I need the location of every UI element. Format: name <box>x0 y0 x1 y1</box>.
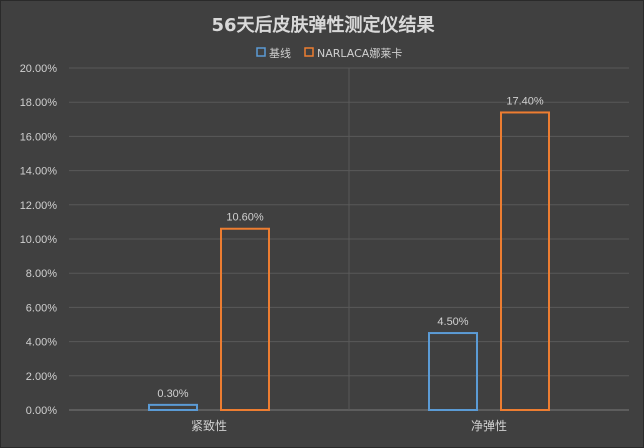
legend-swatch <box>256 47 266 57</box>
y-tick-label: 8.00% <box>26 268 57 280</box>
y-tick-label: 0.00% <box>26 405 57 417</box>
x-tick-label: 净弹性 <box>471 419 507 433</box>
bar <box>220 227 270 411</box>
y-tick-label: 12.00% <box>20 200 58 212</box>
bar <box>428 332 478 411</box>
y-tick-label: 18.00% <box>20 97 58 109</box>
data-label: 10.60% <box>226 212 264 224</box>
y-tick-label: 6.00% <box>26 302 57 314</box>
bar <box>148 403 198 411</box>
legend-label: 基线 <box>269 46 291 60</box>
y-tick-label: 16.00% <box>20 131 58 143</box>
x-tick-label: 紧致性 <box>191 419 227 433</box>
bars: 0.30% 10.60% 4.50% 17.40% <box>148 95 550 412</box>
y-tick-label: 2.00% <box>26 371 57 383</box>
bar <box>500 111 550 412</box>
legend-label: NARLACA娜莱卡 <box>317 46 402 60</box>
data-label: 4.50% <box>437 316 468 328</box>
y-tick-label: 10.00% <box>20 234 58 246</box>
legend: 基线 NARLACA娜莱卡 <box>256 46 402 60</box>
x-axis: 紧致性 净弹性 <box>191 419 507 433</box>
gridlines <box>69 67 629 411</box>
chart-title: 56天后皮肤弹性测定仪结果 <box>211 14 435 36</box>
y-tick-label: 20.00% <box>20 63 58 75</box>
y-tick-label: 14.00% <box>20 166 58 178</box>
data-label: 0.30% <box>157 388 188 400</box>
y-axis: 0.00% 2.00% 4.00% 6.00% 8.00% 10.00% 12.00% 14.… <box>20 63 58 417</box>
data-label: 17.40% <box>506 95 544 107</box>
legend-swatch <box>304 47 314 57</box>
y-tick-label: 4.00% <box>26 337 57 349</box>
